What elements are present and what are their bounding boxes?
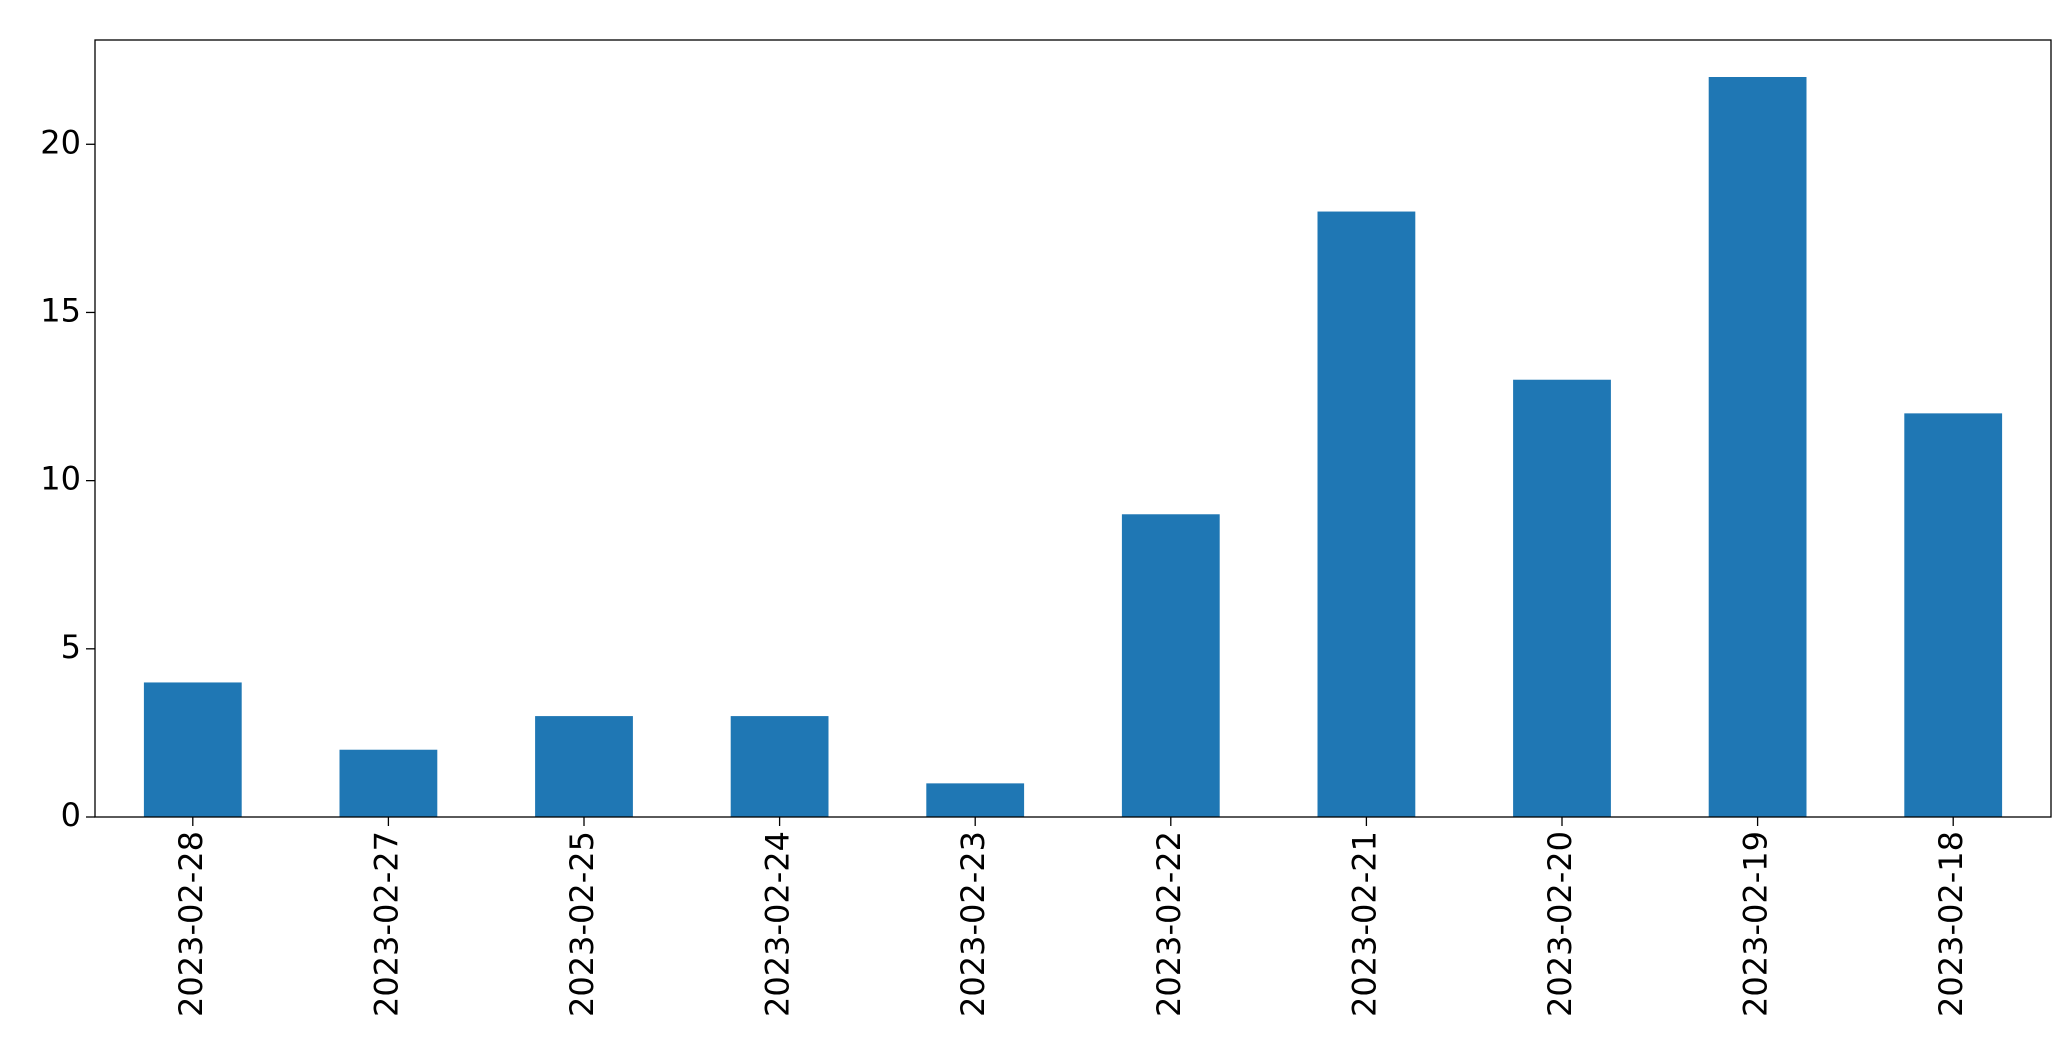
x-tick-label: 2023-02-27 xyxy=(367,831,405,1017)
y-tick-label: 0 xyxy=(61,796,81,834)
x-tick-label: 2023-02-24 xyxy=(759,831,797,1017)
x-tick-label: 2023-02-23 xyxy=(954,831,992,1017)
y-tick-label: 5 xyxy=(61,628,81,666)
bar xyxy=(143,682,242,817)
y-tick-label: 20 xyxy=(40,123,81,161)
y-tick-label: 15 xyxy=(40,291,81,329)
bar xyxy=(730,716,829,817)
x-tick-label: 2023-02-28 xyxy=(172,831,210,1017)
bar xyxy=(1513,379,1611,817)
x-tick-label: 2023-02-18 xyxy=(1932,831,1970,1017)
bar xyxy=(1121,514,1220,817)
plot-frame xyxy=(94,39,2052,818)
bar xyxy=(1317,211,1416,817)
y-tick-label: 10 xyxy=(40,460,81,498)
x-tick-label: 2023-02-22 xyxy=(1150,831,1188,1017)
x-tick-label: 2023-02-21 xyxy=(1345,831,1383,1017)
bar xyxy=(535,716,633,817)
bar xyxy=(1904,413,2003,817)
x-tick-label: 2023-02-20 xyxy=(1541,831,1579,1017)
bar xyxy=(339,749,438,817)
bar xyxy=(926,783,1025,817)
x-tick-label: 2023-02-25 xyxy=(563,831,601,1017)
x-tick-label: 2023-02-19 xyxy=(1737,831,1775,1017)
bar xyxy=(1708,77,1807,817)
